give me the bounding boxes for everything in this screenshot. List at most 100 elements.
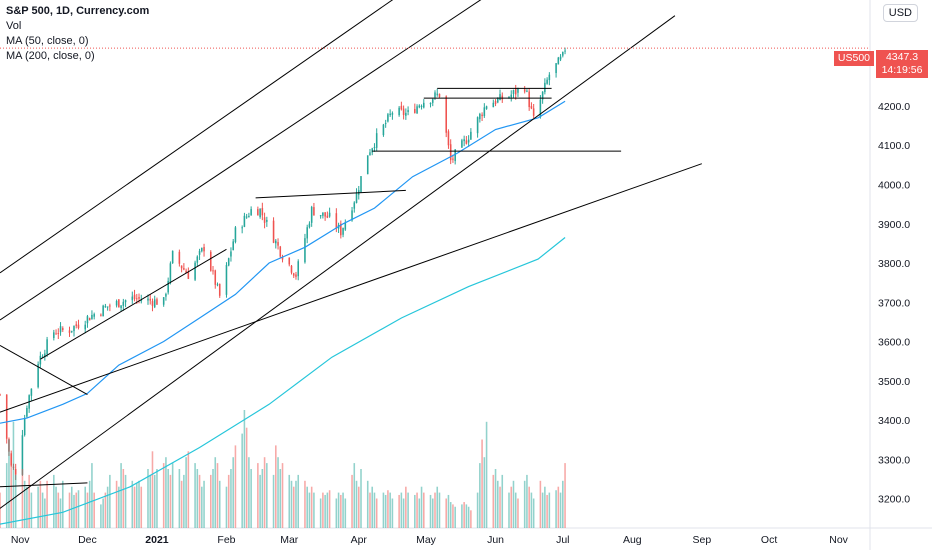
candle-body xyxy=(21,435,24,475)
volume-bar xyxy=(41,492,44,528)
candle-body xyxy=(290,265,293,273)
y-tick-label: 3300.0 xyxy=(878,454,910,466)
candle-body xyxy=(528,91,530,108)
indicator-ma200[interactable]: MA (200, close, 0) xyxy=(6,50,95,62)
volume-bar xyxy=(151,451,154,528)
candle-body xyxy=(53,332,55,339)
candle-body xyxy=(288,257,291,265)
candle-body xyxy=(279,246,282,257)
volume-bar xyxy=(530,492,533,528)
candle-body xyxy=(559,56,562,60)
candle-body xyxy=(308,223,311,228)
candle-body xyxy=(277,242,279,246)
candle-body xyxy=(153,299,156,308)
volume-bar xyxy=(162,463,165,528)
volume-bar xyxy=(431,498,434,528)
candle-body xyxy=(86,316,89,324)
volume-bar xyxy=(461,504,463,528)
volume-bar xyxy=(541,492,544,528)
volume-bar xyxy=(46,480,48,528)
trendline xyxy=(0,345,88,395)
candle-body xyxy=(510,94,513,98)
candle-body xyxy=(431,99,434,103)
candle-body xyxy=(23,418,26,436)
candle-body xyxy=(400,105,403,110)
candle-body xyxy=(499,94,501,101)
candle-body xyxy=(344,222,347,230)
volume-bar xyxy=(232,457,234,528)
candle-body xyxy=(517,88,519,93)
candle-body xyxy=(61,328,64,330)
volume-bar xyxy=(564,463,566,528)
volume-bar xyxy=(290,480,293,528)
candle-body xyxy=(26,407,28,417)
candle-body xyxy=(335,213,338,229)
volume-bar xyxy=(499,486,501,528)
candle-body xyxy=(59,326,62,333)
volume-bar xyxy=(528,486,530,528)
volume-bar xyxy=(508,492,510,528)
trendline xyxy=(0,482,88,488)
candle-body xyxy=(198,250,201,255)
candle-body xyxy=(257,209,259,216)
volume-bar xyxy=(149,474,152,528)
candle-body xyxy=(102,305,104,317)
volume-bar xyxy=(357,486,360,528)
candle-body xyxy=(449,144,452,161)
candles xyxy=(0,47,566,480)
volume-bar xyxy=(288,474,291,528)
volume-bar xyxy=(510,486,513,528)
candle-body xyxy=(360,176,362,193)
candle-body xyxy=(218,284,221,296)
x-tick-label: Nov xyxy=(11,534,30,546)
indicator-ma50[interactable]: MA (50, close, 0) xyxy=(6,35,89,47)
candle-body xyxy=(310,206,313,223)
volume-bar xyxy=(106,486,109,528)
candle-body xyxy=(44,353,46,358)
candle-body xyxy=(109,305,111,307)
volume-bars xyxy=(0,410,566,528)
volume-bar xyxy=(53,474,55,528)
volume-bar xyxy=(324,494,326,528)
volume-bar xyxy=(470,510,472,528)
volume-bar xyxy=(514,492,517,528)
candle-body xyxy=(37,364,39,388)
candle-body xyxy=(243,215,246,227)
volume-bar xyxy=(342,492,344,528)
volume-bar xyxy=(454,506,456,528)
x-tick-label: Sep xyxy=(692,534,711,546)
candle-body xyxy=(167,280,169,293)
candle-body xyxy=(77,324,80,328)
volume-bar xyxy=(26,486,28,528)
candle-body xyxy=(5,394,8,439)
indicator-vol[interactable]: Vol xyxy=(6,20,22,32)
x-tick-label: Apr xyxy=(351,534,368,546)
candle-body xyxy=(353,202,356,209)
candle-body xyxy=(445,96,447,133)
volume-bar xyxy=(212,469,214,528)
candle-body xyxy=(463,139,465,142)
volume-bar xyxy=(12,421,15,528)
volume-bar xyxy=(234,445,237,528)
volume-bar xyxy=(131,480,134,528)
volume-bar xyxy=(241,433,243,528)
x-tick-label: May xyxy=(416,534,437,546)
volume-bar xyxy=(463,502,465,528)
volume-bar xyxy=(8,439,10,528)
volume-bar xyxy=(55,486,57,528)
candle-body xyxy=(241,227,243,229)
x-tick-label: Dec xyxy=(78,534,97,546)
candle-body xyxy=(414,109,416,113)
volume-bar xyxy=(194,463,196,528)
volume-bar xyxy=(44,498,46,528)
volume-bar xyxy=(297,474,300,528)
volume-bar xyxy=(402,498,405,528)
currency-button[interactable]: USD xyxy=(882,4,918,22)
volume-bar xyxy=(261,469,264,528)
candle-body xyxy=(275,240,277,244)
candle-body xyxy=(470,131,472,140)
volume-bar xyxy=(360,469,362,528)
volume-bar xyxy=(93,492,95,528)
